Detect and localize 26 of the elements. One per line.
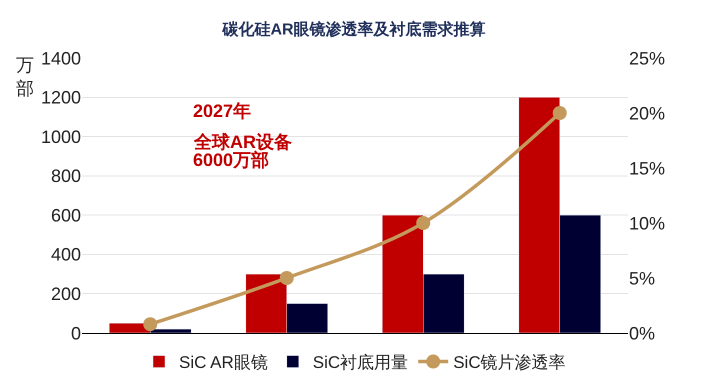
y-tick-label: 1400	[40, 48, 81, 68]
chart-title: 碳化硅AR眼镜渗透率及衬底需求推算	[221, 20, 486, 39]
legend-label: SiC镜片渗透率	[453, 353, 566, 372]
annotation: 6000万部	[193, 150, 270, 170]
y-tick-label: 200	[50, 284, 81, 304]
y-tick-label: 400	[50, 244, 81, 265]
y-axis-title: 万部	[16, 55, 34, 98]
y2-tick-label: 0%	[629, 323, 656, 344]
y2-tick-label: 15%	[629, 158, 666, 178]
y-tick-label: 0	[70, 323, 81, 344]
y-tick-label: 600	[50, 205, 81, 226]
y-tick-label: 1200	[40, 88, 81, 108]
point	[416, 216, 430, 230]
y-tick-label: 800	[50, 166, 81, 186]
y2-tick-label: 25%	[629, 48, 666, 68]
point	[552, 106, 567, 120]
y2-tick-label: 20%	[629, 103, 666, 124]
y2-tick-label: 5%	[629, 268, 656, 288]
legend-label: SiC AR眼镜	[179, 353, 268, 372]
annotation: 2027年	[193, 101, 252, 121]
annotation: 全球AR设备	[193, 132, 292, 152]
point	[143, 317, 158, 332]
y-tick-label: 1000	[40, 126, 81, 147]
point	[280, 271, 294, 285]
y2-tick-label: 10%	[629, 213, 666, 234]
legend-label: SiC衬底用量	[312, 353, 408, 372]
